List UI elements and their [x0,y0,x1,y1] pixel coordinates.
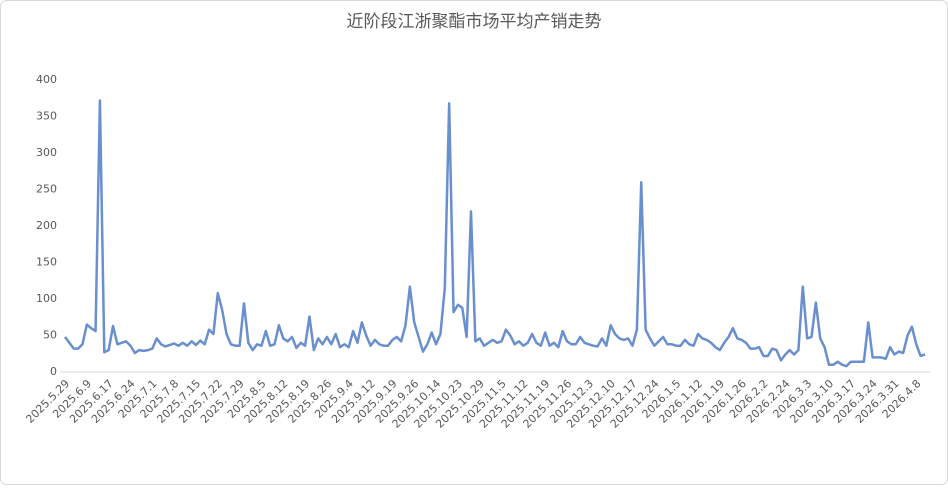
y-tick-label: 0 [50,365,57,378]
y-tick-label: 400 [36,73,57,86]
chart-title: 近阶段江浙聚酯市场平均产销走势 [347,12,602,32]
data-line [63,99,926,368]
y-tick-label: 300 [36,146,57,159]
y-tick-label: 350 [36,110,57,123]
y-tick-label: 200 [36,219,57,232]
y-tick-label: 100 [36,292,57,305]
y-tick-label: 150 [36,256,57,269]
y-tick-label: 250 [36,183,57,196]
y-tick-label: 50 [43,329,57,342]
